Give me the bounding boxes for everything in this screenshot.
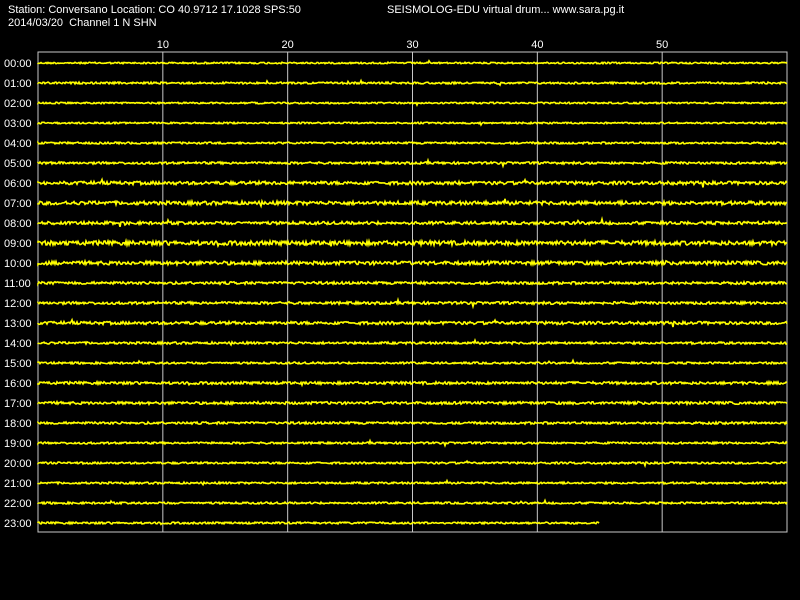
hour-label: 07:00 (4, 198, 32, 210)
trace-0300 (37, 120, 788, 127)
hour-label: 04:00 (4, 138, 32, 150)
x-tick-label: 20 (282, 39, 294, 51)
trace-0500 (37, 157, 788, 169)
x-tick-label: 10 (157, 39, 169, 51)
hour-label: 11:00 (4, 278, 31, 290)
hour-label: 10:00 (4, 258, 32, 270)
trace-2100 (37, 478, 788, 487)
x-tick-label: 50 (656, 39, 668, 51)
x-tick-label: 30 (406, 39, 418, 51)
hour-label: 02:00 (4, 98, 32, 110)
trace-1200 (37, 296, 788, 310)
brand-caption: SEISMOLOG-EDU virtual drum... www.sara.p… (387, 4, 625, 16)
date-channel-info: 2014/03/20 Channel 1 N SHN (8, 17, 157, 29)
trace-1500 (37, 358, 788, 366)
trace-2000 (37, 459, 788, 469)
trace-0900 (37, 237, 788, 249)
x-tick-label: 40 (531, 39, 543, 51)
hour-label: 23:00 (4, 518, 32, 530)
time-grid (37, 51, 788, 533)
hour-label: 05:00 (4, 158, 32, 170)
trace-2200 (37, 498, 788, 506)
trace-0000 (37, 59, 788, 66)
minute-tick-labels: 10 20 30 40 50 (157, 39, 669, 51)
hour-label: 03:00 (4, 118, 32, 130)
hour-label: 00:00 (4, 58, 32, 70)
trace-1800 (37, 420, 788, 426)
hour-label: 18:00 (4, 418, 32, 430)
hour-label: 13:00 (4, 318, 32, 330)
hour-label: 09:00 (4, 238, 32, 250)
hour-label: 19:00 (4, 438, 32, 450)
hour-label: 22:00 (4, 498, 32, 510)
trace-0800 (37, 215, 788, 228)
hour-row-labels: 00:00 01:00 02:00 03:00 04:00 05:00 06:00 07:00… (4, 58, 32, 530)
hour-label: 16:00 (4, 378, 32, 390)
trace-0700 (37, 198, 788, 209)
hour-label: 20:00 (4, 458, 32, 470)
trace-1400 (37, 338, 788, 347)
trace-0100 (37, 78, 788, 87)
trace-1700 (37, 399, 788, 407)
trace-1900 (37, 438, 788, 448)
hour-label: 14:00 (4, 338, 32, 350)
trace-0600 (37, 177, 788, 188)
seismic-traces (37, 59, 788, 526)
hour-label: 06:00 (4, 178, 32, 190)
trace-0200 (37, 100, 788, 108)
trace-1300 (37, 317, 788, 328)
hour-label: 15:00 (4, 358, 32, 370)
trace-2300 (37, 520, 600, 526)
trace-1000 (37, 258, 788, 268)
trace-0400 (37, 140, 788, 146)
hour-label: 12:00 (4, 298, 32, 310)
hour-label: 21:00 (4, 478, 32, 490)
hour-label: 01:00 (4, 78, 32, 90)
trace-1100 (37, 279, 788, 287)
hour-label: 08:00 (4, 218, 32, 230)
station-info: Station: Conversano Location: CO 40.9712… (8, 4, 301, 16)
trace-1600 (37, 379, 788, 388)
hour-label: 17:00 (4, 398, 32, 410)
